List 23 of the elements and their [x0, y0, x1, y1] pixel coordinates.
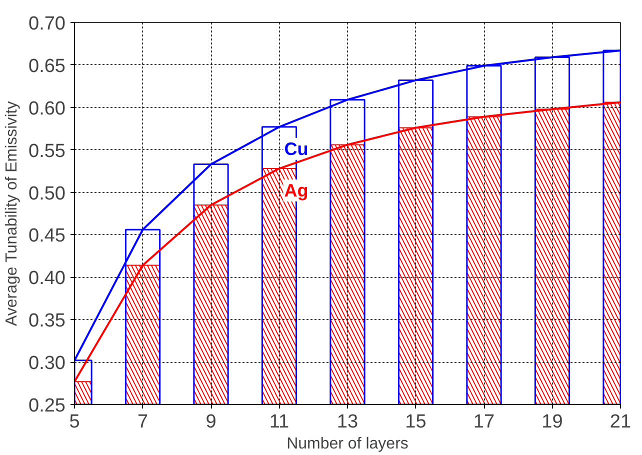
y-tick-label: 0.40	[28, 268, 66, 290]
y-tick-label: 0.50	[28, 183, 66, 204]
x-tick-label: 15	[405, 412, 426, 432]
x-tick-label: 11	[269, 412, 290, 432]
x-tick-label: 21	[610, 412, 632, 432]
x-tick-label: 5	[69, 412, 80, 432]
series-label: Ag	[284, 180, 308, 201]
y-tick-label: 0.65	[28, 56, 66, 77]
series-label: Cu	[284, 138, 308, 159]
y-tick-label: 0.45	[28, 226, 66, 247]
y-tick-label: 0.55	[28, 140, 66, 162]
x-tick-label: 9	[206, 412, 216, 432]
x-tick-label: 17	[473, 412, 495, 432]
x-tick-label: 13	[336, 412, 358, 432]
x-axis-title: Number of layers	[286, 436, 408, 452]
y-tick-label: 0.70	[28, 14, 66, 34]
y-tick-label: 0.60	[28, 98, 66, 120]
y-tick-label: 0.30	[28, 353, 66, 374]
y-tick-label: 0.35	[28, 310, 66, 332]
x-tick-label: 19	[542, 412, 563, 432]
y-tick-label: 0.25	[28, 396, 66, 416]
x-tick-label: 7	[137, 412, 148, 432]
y-axis-title: Average Tunability of Emissivity	[4, 101, 21, 326]
